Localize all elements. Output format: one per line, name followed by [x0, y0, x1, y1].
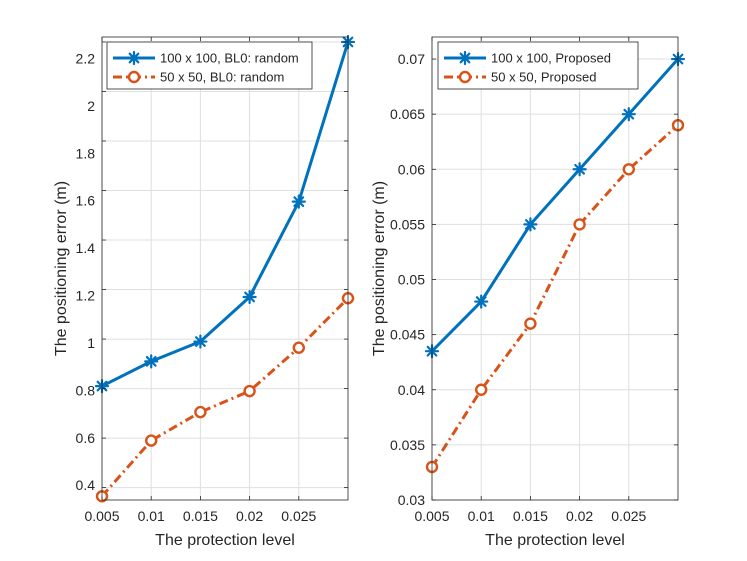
series-line [430, 124, 680, 468]
legend-label: 100 x 100, BL0: random [160, 51, 299, 66]
data-point-asterisk [291, 194, 306, 209]
y-tick-label: 0.04 [398, 382, 425, 398]
x-tick-marks [431, 37, 630, 500]
y-tick-label: 0.045 [390, 327, 425, 343]
data-point-circle [524, 317, 537, 330]
y-tick-label: 0.06 [398, 161, 425, 177]
legend-entry: 100 x 100, Proposed [444, 51, 611, 66]
data-point-circle [622, 163, 635, 176]
y-tick-label: 1.4 [76, 240, 96, 256]
data-point-circle [194, 405, 207, 419]
legend-box [106, 41, 313, 90]
legend-marker-circle [458, 70, 472, 84]
x-axis-label: The protection level [155, 532, 295, 549]
series-lines [430, 58, 680, 468]
y-tick-label: 1.8 [76, 145, 96, 161]
legend-entry: 50 x 50, Proposed [444, 70, 597, 85]
grid-lines [101, 37, 348, 500]
y-tick-label: 0.065 [390, 106, 425, 122]
y-tick-label: 2 [87, 98, 95, 114]
y-tick-marks [432, 58, 678, 501]
x-tick-label: 0.01 [468, 508, 495, 524]
y-tick-label: 0.8 [76, 382, 96, 398]
x-tick-marks [101, 37, 300, 500]
x-tick-label: 0.015 [183, 508, 218, 524]
data-point-asterisk [621, 107, 636, 122]
legend: 100 x 100, Proposed 50 x 50, Proposed [437, 41, 639, 90]
y-axis-label: The positioning error (m) [53, 181, 70, 356]
legend-marker-asterisk [126, 50, 142, 66]
legend-box [437, 41, 639, 90]
legend-label: 100 x 100, Proposed [491, 51, 611, 66]
x-tick-label: 0.015 [513, 508, 548, 524]
axes-box [101, 36, 349, 501]
plot-area [432, 37, 678, 500]
y-tick-labels: 0.03 0.035 0.04 0.045 0.05 0.055 0.06 0.… [390, 51, 425, 508]
legend-label: 50 x 50, Proposed [491, 70, 597, 85]
series-line [430, 58, 680, 353]
y-tick-labels: 0.4 0.6 0.8 1 1.2 1.4 1.6 1.8 2 2.2 [76, 51, 96, 494]
x-tick-labels: 0.005 0.01 0.015 0.02 0.025 [414, 508, 646, 524]
y-axis-label: The positioning error (m) [371, 181, 388, 356]
axes-box [431, 36, 679, 501]
legend-entry: 100 x 100, BL0: random [113, 51, 299, 66]
y-tick-label: 0.03 [398, 492, 425, 508]
y-tick-label: 1.6 [76, 193, 96, 209]
legend: 100 x 100, BL0: random 50 x 50, BL0: ran… [106, 41, 313, 90]
data-point-circle [292, 341, 305, 354]
data-point-asterisk [193, 334, 208, 349]
legend-marker-circle [127, 70, 141, 84]
y-tick-label: 0.035 [390, 437, 425, 453]
x-tick-label: 0.025 [281, 508, 316, 524]
data-point-asterisk [474, 294, 489, 309]
data-point-asterisk [242, 289, 257, 305]
x-tick-label: 0.005 [84, 508, 119, 524]
y-tick-label: 1.2 [76, 288, 96, 304]
data-point-circle [475, 383, 488, 396]
y-tick-label: 2.2 [76, 51, 96, 67]
data-point-circle [243, 384, 256, 398]
y-tick-label: 1 [87, 335, 95, 351]
x-tick-label: 0.02 [566, 508, 593, 524]
legend-entry: 50 x 50, BL0: random [113, 70, 284, 85]
data-point-asterisk [144, 354, 159, 369]
plot-area [102, 37, 348, 500]
x-axis-label: The protection level [485, 532, 625, 549]
series-line [101, 41, 350, 388]
x-tick-label: 0.01 [138, 508, 165, 524]
y-tick-label: 0.4 [76, 477, 96, 493]
series-lines [100, 41, 350, 498]
y-tick-label: 0.6 [76, 430, 96, 446]
y-tick-label: 0.05 [398, 272, 425, 288]
chart-right: 0.005 0.01 0.015 0.02 0.025 0.03 0.035 0… [371, 36, 686, 549]
y-tick-label: 0.055 [390, 216, 425, 232]
data-point-asterisk [523, 217, 538, 232]
legend-marker-asterisk [457, 50, 473, 66]
y-tick-label: 0.07 [398, 51, 425, 67]
data-point-asterisk [572, 162, 587, 177]
chart-left: 0.005 0.01 0.015 0.02 0.025 0.4 0.6 0.8 … [53, 34, 356, 549]
x-tick-label: 0.02 [236, 508, 263, 524]
y-tick-marks [102, 41, 348, 489]
series-line [100, 297, 350, 498]
data-point-circle [573, 218, 586, 231]
legend-label: 50 x 50, BL0: random [160, 70, 284, 85]
x-tick-label: 0.025 [611, 508, 646, 524]
data-point-circle [144, 434, 158, 447]
x-tick-labels: 0.005 0.01 0.015 0.02 0.025 [84, 508, 316, 524]
x-tick-label: 0.005 [414, 508, 449, 524]
